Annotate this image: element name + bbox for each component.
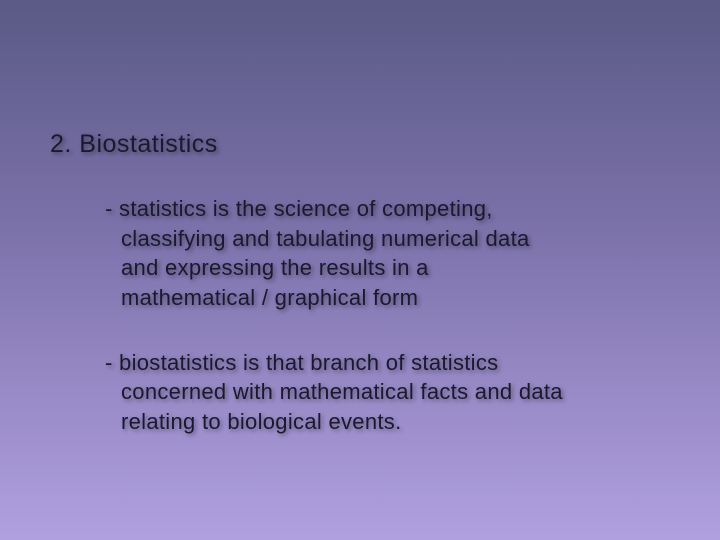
point-2-line-2: concerned with mathematical facts and da… — [105, 377, 670, 407]
slide-container: 2. Biostatistics - statistics is the sci… — [0, 0, 720, 437]
point-1-line-2: classifying and tabulating numerical dat… — [105, 224, 670, 254]
slide-heading: 2. Biostatistics — [50, 130, 670, 159]
point-2-text: - biostatistics is that branch of statis… — [105, 348, 670, 437]
point-1-text: - statistics is the science of competing… — [105, 194, 670, 313]
point-1-line-1: - statistics is the science of competing… — [105, 196, 493, 221]
point-2-line-3: relating to biological events. — [105, 407, 670, 437]
point-1: - statistics is the science of competing… — [50, 194, 670, 313]
point-1-line-4: mathematical / graphical form — [105, 283, 670, 313]
point-1-line-3: and expressing the results in a — [105, 253, 670, 283]
point-2-line-1: - biostatistics is that branch of statis… — [105, 350, 498, 375]
point-2: - biostatistics is that branch of statis… — [50, 348, 670, 437]
